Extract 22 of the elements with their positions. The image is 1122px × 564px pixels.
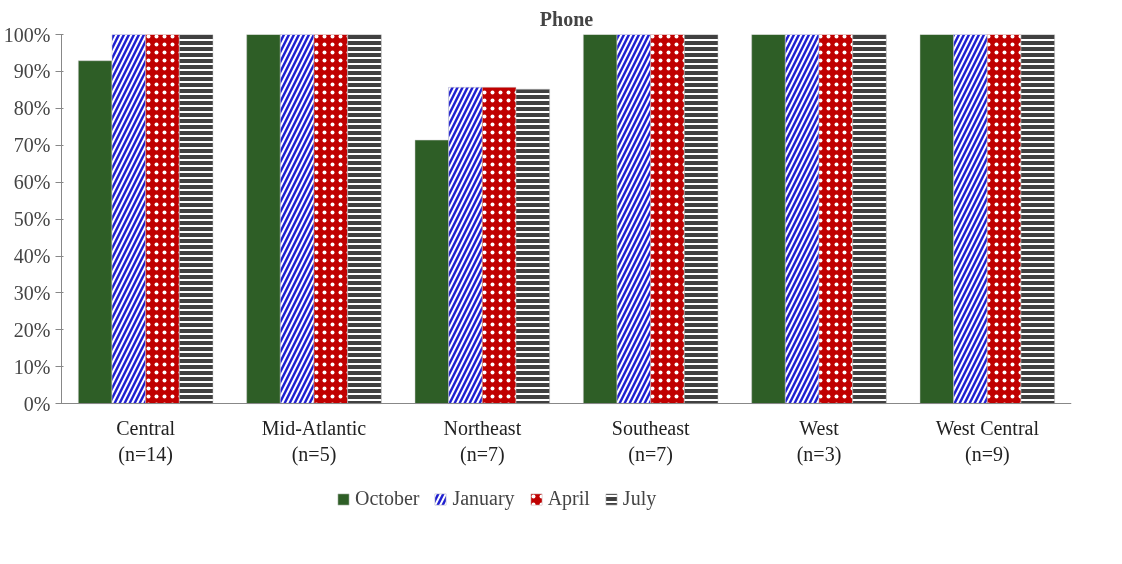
x-tick-label: West (n=3) [796,416,842,467]
x-tick-label: West Central (n=9) [935,416,1040,467]
legend-label: October [355,487,420,510]
y-tick-label: 10% [13,355,51,378]
y-tick-label: 50% [13,208,51,231]
y-tick-label: 60% [13,171,51,194]
y-tick-label: 100% [3,23,51,46]
y-tick-label: 30% [13,281,51,304]
y-tick-label: 40% [13,245,51,268]
x-tick-label: Northeast (n=7) [443,416,522,467]
y-tick-label: 80% [13,97,51,120]
y-tick-label: 70% [13,134,51,157]
chart-title: Phone [539,7,594,30]
x-tick-label: Central (n=14) [116,416,176,467]
x-tick-label: Southeast (n=7) [611,416,690,467]
legend-label: July [622,487,657,510]
y-tick-label: 0% [23,392,51,415]
y-tick-label: 20% [13,318,51,341]
y-tick-label: 90% [13,60,51,83]
legend-label: January [452,487,515,510]
legend-label: April [547,487,590,510]
x-tick-label: Mid-Atlantic (n=5) [261,416,367,467]
